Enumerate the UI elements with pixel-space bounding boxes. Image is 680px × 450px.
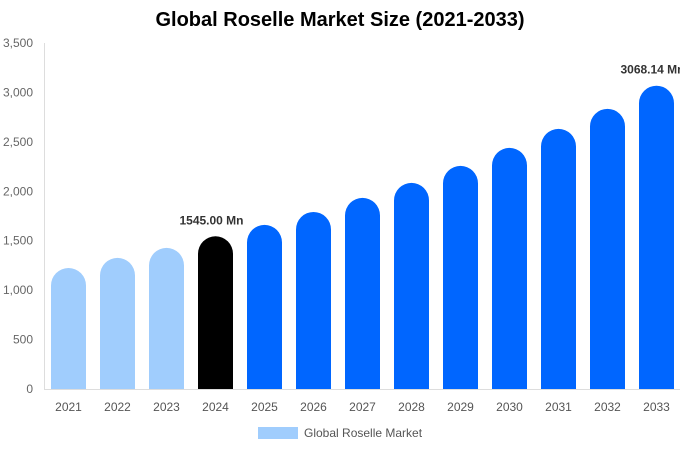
- x-tick-label: 2025: [251, 400, 278, 414]
- y-tick-label: 1,500: [3, 234, 33, 248]
- bar-2023[interactable]: [149, 247, 184, 389]
- x-tick-label: 2022: [104, 400, 131, 414]
- data-label-2033: 3068.14 Mn: [620, 63, 680, 77]
- y-tick-label: 2,000: [3, 184, 33, 198]
- y-tick-label: 3,500: [3, 36, 33, 50]
- bar-2024[interactable]: [198, 236, 233, 389]
- x-tick-label: 2027: [349, 400, 376, 414]
- y-tick-label: 1,000: [3, 283, 33, 297]
- legend-swatch: [258, 427, 298, 439]
- y-tick-label: 2,500: [3, 135, 33, 149]
- x-tick-label: 2026: [300, 400, 327, 414]
- x-tick-label: 2023: [153, 400, 180, 414]
- bar-2029[interactable]: [443, 165, 478, 389]
- bar-2031[interactable]: [541, 128, 576, 389]
- y-tick-label: 500: [13, 333, 33, 347]
- bar-2022[interactable]: [100, 257, 135, 389]
- x-tick-label: 2028: [398, 400, 425, 414]
- legend-label: Global Roselle Market: [304, 426, 423, 440]
- x-tick-label: 2029: [447, 400, 474, 414]
- bar-2025[interactable]: [247, 224, 282, 389]
- bar-2028[interactable]: [394, 182, 429, 389]
- bar-2033[interactable]: [639, 85, 674, 389]
- x-tick-label: 2024: [202, 400, 229, 414]
- bar-2030[interactable]: [492, 147, 527, 389]
- y-tick-label: 3,000: [3, 85, 33, 99]
- bar-2027[interactable]: [345, 197, 380, 389]
- chart-title: Global Roselle Market Size (2021-2033): [155, 9, 525, 31]
- bar-2021[interactable]: [51, 267, 86, 389]
- bar-2026[interactable]: [296, 211, 331, 389]
- x-tick-label: 2033: [643, 400, 670, 414]
- x-tick-label: 2031: [545, 400, 572, 414]
- bar-2032[interactable]: [590, 108, 625, 389]
- legend[interactable]: Global Roselle Market: [258, 426, 422, 440]
- x-tick-label: 2021: [55, 400, 82, 414]
- y-tick-label: 0: [26, 382, 33, 396]
- x-tick-label: 2030: [496, 400, 523, 414]
- data-label-2024: 1545.00 Mn: [179, 213, 243, 227]
- x-tick-label: 2032: [594, 400, 621, 414]
